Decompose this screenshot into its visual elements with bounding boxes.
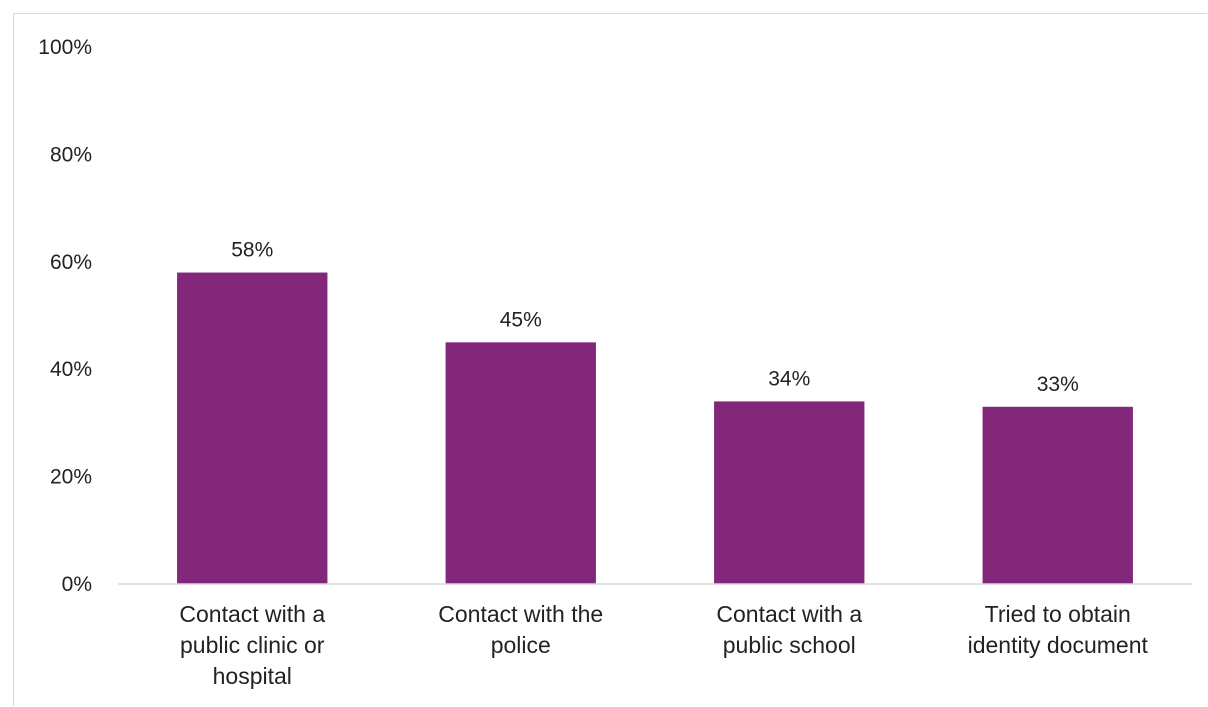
- data-label: 58%: [231, 239, 273, 262]
- y-axis-ticks: 0% 20% 40% 60% 80% 100%: [38, 36, 92, 596]
- y-tick-label: 0%: [62, 573, 92, 596]
- y-tick-label: 20%: [50, 466, 92, 489]
- y-tick-label: 60%: [50, 251, 92, 274]
- bar: [714, 401, 865, 584]
- bars: [177, 272, 1133, 584]
- y-tick-label: 100%: [38, 36, 92, 59]
- bar: [445, 342, 596, 584]
- y-tick-label: 80%: [50, 143, 92, 166]
- category-labels: Contact with a public clinic or hospital Co…: [179, 601, 1148, 689]
- category-label: Tried to obtain identity document: [968, 601, 1149, 658]
- category-label: Contact with a public clinic or hospital: [179, 601, 325, 689]
- data-labels: 58% 45% 34% 33%: [231, 239, 1079, 396]
- data-label: 34%: [768, 367, 810, 390]
- category-label: Contact with a public school: [716, 601, 862, 658]
- category-label: Contact with the police: [438, 601, 603, 658]
- y-tick-label: 40%: [50, 358, 92, 381]
- bar: [177, 272, 328, 584]
- chart-frame: [13, 13, 1207, 706]
- data-label: 33%: [1037, 373, 1079, 396]
- data-label: 45%: [500, 308, 542, 331]
- bar: [982, 406, 1133, 584]
